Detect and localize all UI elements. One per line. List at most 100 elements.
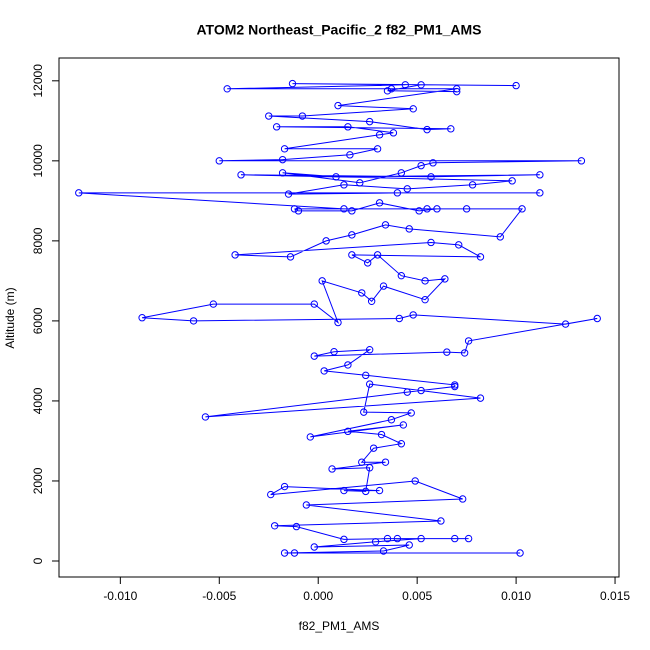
data-point (401, 81, 409, 89)
data-point (272, 123, 281, 131)
x-tick-label: 0.010 (501, 589, 531, 603)
data-point (278, 155, 287, 164)
data-point (292, 522, 301, 531)
data-point (453, 85, 461, 93)
data-point (403, 185, 411, 193)
data-point (468, 181, 477, 189)
data-point (405, 225, 413, 233)
data-point (348, 251, 356, 259)
data-point (340, 181, 348, 189)
data-point (381, 221, 390, 229)
data-point (286, 253, 295, 261)
data-point (310, 352, 318, 360)
data-point (407, 409, 415, 417)
data-point (270, 522, 279, 530)
data-point (334, 318, 342, 327)
data-point (593, 314, 601, 323)
data-point (508, 177, 516, 185)
data-point (284, 190, 293, 198)
data-point (377, 430, 386, 439)
data-point (516, 549, 524, 557)
data-point (320, 367, 328, 375)
data-point (536, 189, 544, 197)
x-tick-label: 0.000 (303, 589, 333, 603)
data-point (476, 394, 485, 402)
data-point (437, 517, 445, 525)
data-point (496, 233, 504, 241)
data-point (344, 361, 352, 369)
x-tick-label: 0.015 (600, 589, 630, 603)
data-point (393, 189, 402, 197)
data-point (201, 413, 210, 421)
data-point (373, 251, 382, 259)
data-point (138, 314, 146, 322)
data-point (294, 207, 303, 215)
x-tick-label: 0.005 (402, 589, 432, 603)
data-point (367, 297, 376, 305)
data-point (443, 348, 451, 356)
data-point (237, 171, 245, 179)
data-point (340, 486, 348, 495)
data-point (417, 386, 425, 395)
data-point (328, 465, 336, 473)
data-point (381, 458, 390, 466)
y-tick-label: 0 (31, 557, 45, 564)
data-point (365, 117, 374, 126)
data-point (310, 543, 318, 551)
data-point (389, 129, 398, 137)
data-point (460, 349, 469, 357)
data-point (340, 205, 348, 213)
data-point (280, 145, 289, 153)
data-point (397, 169, 406, 177)
x-axis-label: f82_PM1_AMS (299, 619, 380, 633)
data-point (417, 81, 425, 89)
data-point (577, 157, 586, 165)
y-tick-label: 2000 (31, 467, 45, 494)
data-point (332, 173, 340, 181)
data-point (417, 161, 425, 170)
data-point (561, 320, 570, 328)
data-point (447, 125, 455, 133)
data-point (379, 282, 388, 290)
data-point (280, 549, 289, 557)
data-point (344, 123, 352, 131)
data-point (340, 535, 348, 544)
data-point (453, 87, 461, 96)
data-point (223, 85, 231, 93)
data-point (375, 199, 384, 207)
data-point (399, 421, 408, 429)
data-point (290, 205, 299, 213)
data-point (423, 205, 431, 213)
data-point (383, 87, 392, 95)
data-point (427, 238, 435, 247)
data-point (441, 275, 449, 283)
chart-title: ATOM2 Northeast_Pacific_2 f82_PM1_AMS (196, 22, 481, 38)
data-point (409, 105, 417, 113)
data-point (371, 538, 380, 546)
data-point (288, 79, 297, 88)
data-point (451, 381, 459, 389)
data-point (423, 125, 431, 134)
data-point (330, 348, 338, 356)
data-point (298, 112, 307, 120)
data-line (78, 83, 598, 554)
y-tick-label: 12000 (31, 64, 45, 98)
data-point (375, 131, 384, 139)
data-point (421, 295, 429, 304)
data-point (536, 171, 544, 179)
data-point (280, 482, 289, 491)
data-point (360, 408, 368, 416)
plot-frame (58, 57, 620, 578)
data-point (278, 169, 287, 177)
data-point (393, 534, 402, 543)
data-point (348, 207, 356, 215)
data-point (344, 427, 352, 436)
data-point (346, 151, 354, 159)
data-point (265, 112, 273, 120)
data-point (369, 444, 378, 452)
data-point (365, 346, 374, 354)
data-point (387, 416, 396, 424)
data-point (310, 300, 318, 308)
data-point (362, 487, 370, 496)
